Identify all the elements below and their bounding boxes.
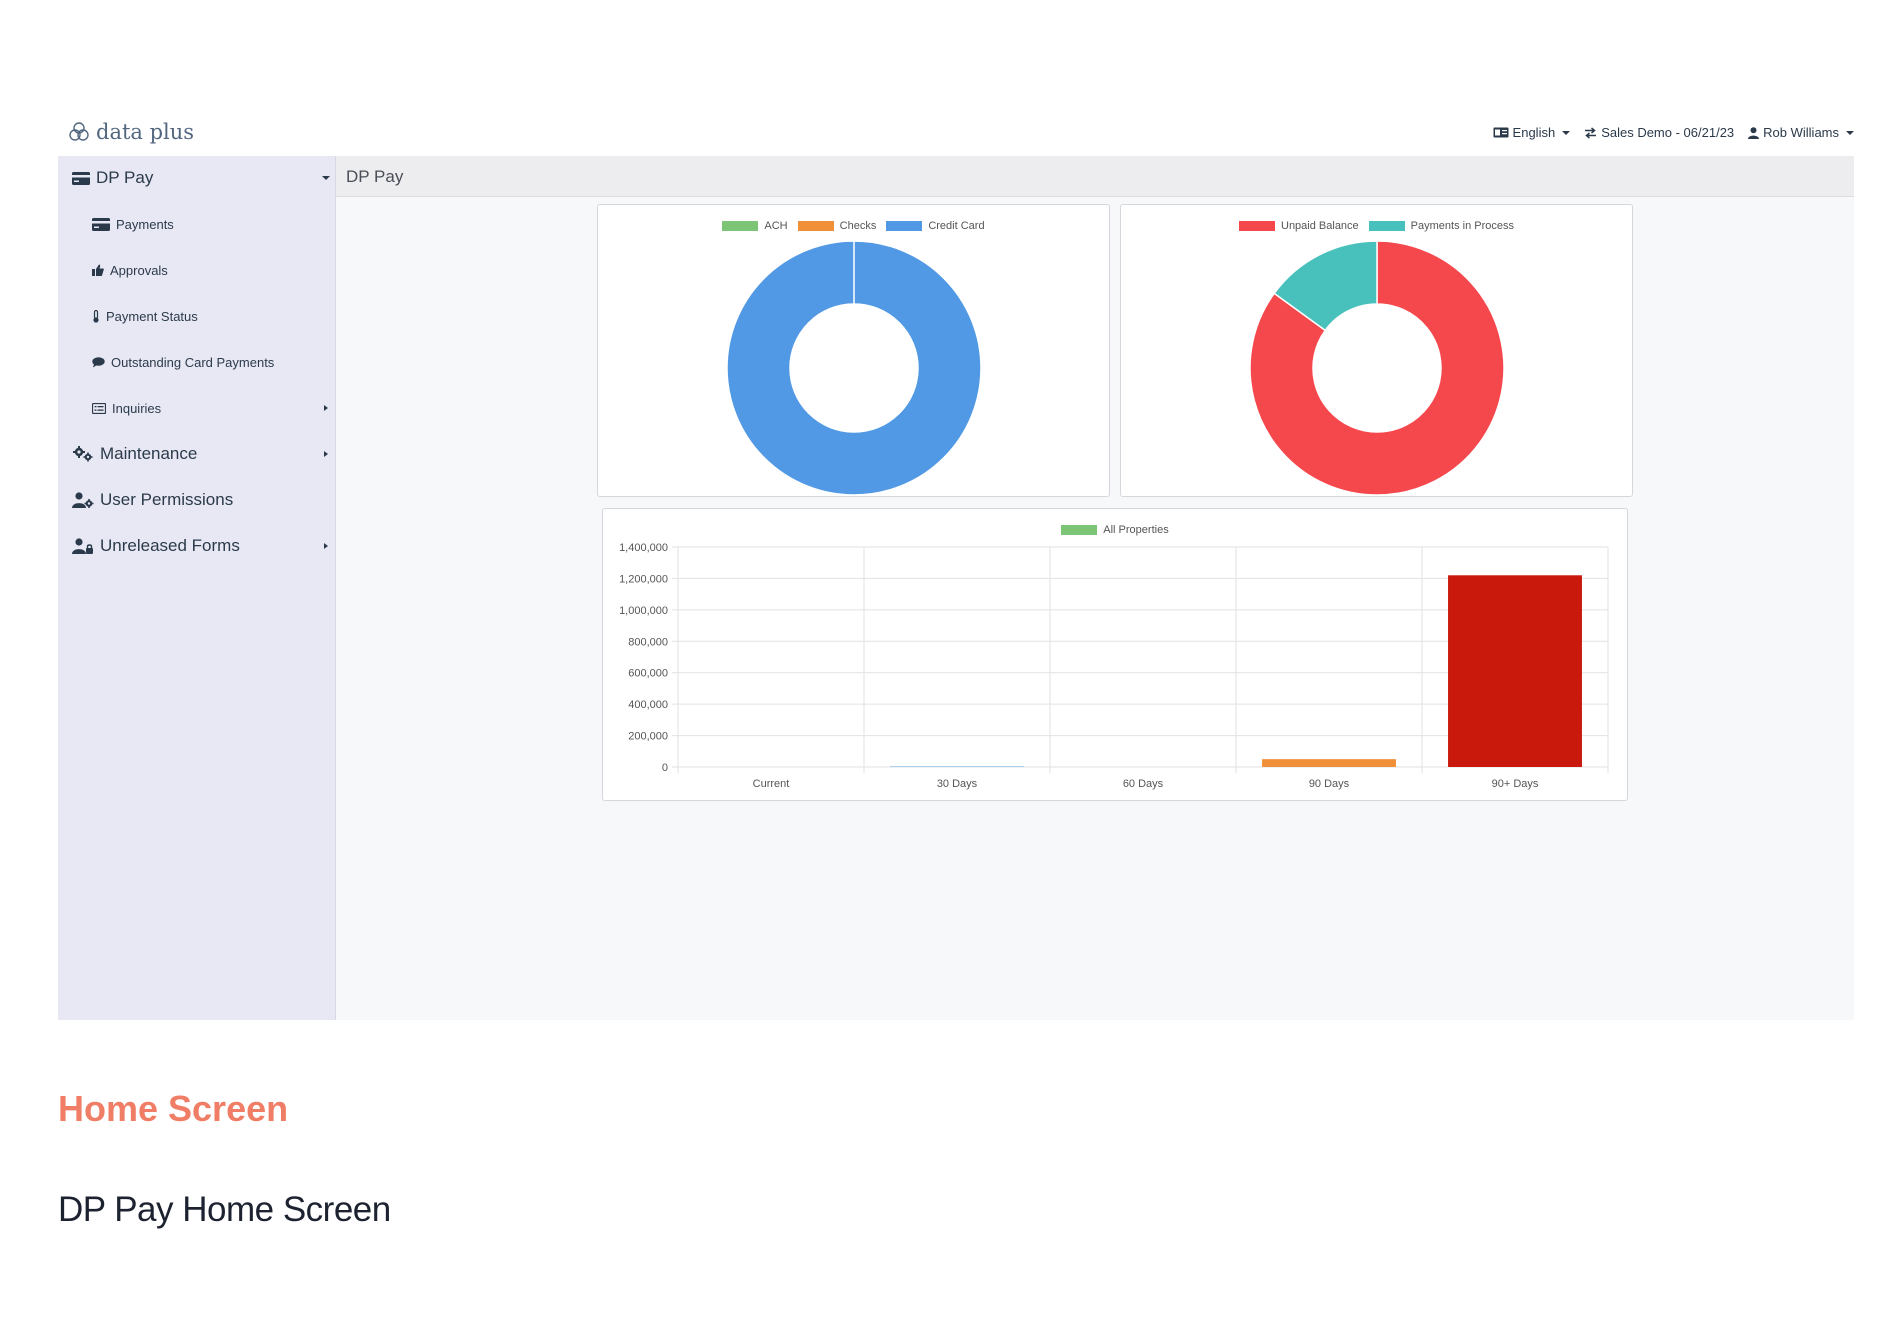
legend-label: Checks xyxy=(839,220,877,232)
top-nav: English Sales Demo - 06/21/23 Rob Willia… xyxy=(1493,125,1854,140)
sidebar-item-label: Payment Status xyxy=(106,308,198,324)
y-tick-label: 0 xyxy=(662,762,668,774)
sidebar-item-outstanding-card-payments[interactable]: Outstanding Card Payments xyxy=(58,340,336,384)
credit-card-icon xyxy=(72,171,90,185)
sidebar-item-label: Inquiries xyxy=(112,400,162,416)
logo-text: data plus xyxy=(96,120,195,144)
legend-swatch xyxy=(1061,525,1098,535)
sidebar-item-approvals[interactable]: Approvals xyxy=(58,248,336,292)
sidebar-item-payments[interactable]: Payments xyxy=(58,202,336,246)
legend-item-ach[interactable]: ACH xyxy=(722,220,788,232)
credit-card-icon xyxy=(92,217,110,231)
sidebar-item-payment-status[interactable]: Payment Status xyxy=(58,294,336,338)
logo-icon xyxy=(69,122,89,141)
y-tick-label: 1,000,000 xyxy=(619,605,668,617)
bar-90-days xyxy=(1262,759,1396,767)
sidebar-item-dp-pay[interactable]: DP Pay xyxy=(58,156,336,200)
sidebar-item-label: Approvals xyxy=(110,262,168,278)
y-tick-label: 1,200,000 xyxy=(619,573,668,585)
company-label: Sales Demo - 06/21/23 xyxy=(1601,125,1735,140)
chevron-down-icon xyxy=(322,176,330,180)
thumbs-up-icon xyxy=(92,264,104,276)
aging-legend: All Properties xyxy=(603,524,1627,536)
payment-type-chart-card: ACH Checks Credit Card xyxy=(597,204,1110,497)
legend-label: Unpaid Balance xyxy=(1281,220,1359,232)
aging-chart-card: All Properties 1,400,000 1,200,000 1,000,0… xyxy=(602,508,1628,801)
donut-slice-unpaid-balance xyxy=(1249,240,1505,496)
y-tick-label: 200,000 xyxy=(628,731,668,743)
thermometer-icon xyxy=(92,309,100,323)
sidebar-item-inquiries[interactable]: Inquiries xyxy=(58,386,336,430)
x-tick-label: 90 Days xyxy=(1309,778,1350,790)
chevron-down-icon xyxy=(1562,130,1571,135)
bar-30-days xyxy=(890,766,1024,767)
legend-swatch xyxy=(797,221,834,231)
sidebar-item-label: Maintenance xyxy=(100,444,198,463)
sidebar-item-label: DP Pay xyxy=(96,168,154,187)
cogs-icon xyxy=(72,446,94,462)
balance-chart-card: Unpaid Balance Payments in Process xyxy=(1120,204,1633,497)
x-tick-label: 30 Days xyxy=(937,778,978,790)
legend-label: ACH xyxy=(764,220,788,232)
user-icon xyxy=(1748,126,1760,139)
chevron-right-icon xyxy=(324,543,328,549)
company-switcher[interactable]: Sales Demo - 06/21/23 xyxy=(1584,125,1734,140)
sidebar: DP Pay Payments Approvals Payment Status Out… xyxy=(58,156,336,1020)
bar-90-days xyxy=(1448,575,1582,767)
language-icon xyxy=(1493,127,1509,138)
legend-item-all-properties[interactable]: All Properties xyxy=(1061,524,1169,536)
legend-item-credit-card[interactable]: Credit Card xyxy=(886,220,985,232)
page-title: DP Pay xyxy=(346,167,404,186)
legend-label: All Properties xyxy=(1103,524,1169,536)
sidebar-item-label: Outstanding Card Payments xyxy=(111,354,275,370)
sidebar-item-label: Unreleased Forms xyxy=(100,536,240,555)
sidebar-item-unreleased-forms[interactable]: Unreleased Forms xyxy=(58,524,336,568)
y-tick-label: 600,000 xyxy=(628,668,668,680)
caption-title: Home Screen xyxy=(58,1088,289,1129)
legend-item-unpaid-balance[interactable]: Unpaid Balance xyxy=(1239,220,1359,232)
balance-donut-chart xyxy=(1249,240,1505,496)
language-dropdown[interactable]: English xyxy=(1493,125,1571,140)
user-name: Rob Williams xyxy=(1763,125,1839,140)
payment-type-donut-chart xyxy=(726,240,982,496)
legend-swatch xyxy=(722,221,759,231)
legend-item-checks[interactable]: Checks xyxy=(797,220,877,232)
legend-swatch xyxy=(886,221,923,231)
donut-slice-credit-card xyxy=(726,240,982,496)
legend-label: Payments in Process xyxy=(1410,220,1514,232)
caption-subtitle: DP Pay Home Screen xyxy=(58,1190,391,1229)
chevron-down-icon xyxy=(1846,130,1854,135)
chevron-right-icon xyxy=(324,405,328,411)
legend-swatch xyxy=(1368,221,1405,231)
list-icon xyxy=(92,402,106,414)
logo[interactable]: data plus xyxy=(68,120,194,144)
top-bar: data plus English Sales Demo - 06/21/23 xyxy=(58,108,1854,156)
y-tick-label: 1,400,000 xyxy=(619,542,668,554)
user-lock-icon xyxy=(72,538,94,554)
y-tick-label: 400,000 xyxy=(628,699,668,711)
app-window: data plus English Sales Demo - 06/21/23 xyxy=(58,108,1854,1020)
aging-bar-chart: 1,400,000 1,200,000 1,000,000 800,000 600,00… xyxy=(619,542,1609,790)
chevron-right-icon xyxy=(324,451,328,457)
language-label: English xyxy=(1512,125,1556,140)
sidebar-item-maintenance[interactable]: Maintenance xyxy=(58,432,336,476)
sidebar-item-label: Payments xyxy=(116,216,174,232)
content-header: DP Pay xyxy=(336,156,1854,197)
y-tick-label: 800,000 xyxy=(628,636,668,648)
x-tick-label: 60 Days xyxy=(1123,778,1164,790)
legend-item-payments-in-process[interactable]: Payments in Process xyxy=(1368,220,1514,232)
legend-label: Credit Card xyxy=(928,220,985,232)
payment-type-legend: ACH Checks Credit Card xyxy=(598,220,1109,232)
user-gear-icon xyxy=(72,492,94,508)
x-tick-label: Current xyxy=(753,778,790,790)
balance-legend: Unpaid Balance Payments in Process xyxy=(1121,220,1632,232)
comment-icon xyxy=(92,356,105,368)
sidebar-item-user-permissions[interactable]: User Permissions xyxy=(58,478,336,522)
legend-swatch xyxy=(1239,221,1275,231)
donut-slice-payments-in-process xyxy=(1273,240,1378,332)
sidebar-item-label: User Permissions xyxy=(100,490,234,509)
swap-icon xyxy=(1585,126,1597,139)
x-tick-label: 90+ Days xyxy=(1492,778,1539,790)
user-menu[interactable]: Rob Williams xyxy=(1748,125,1854,140)
